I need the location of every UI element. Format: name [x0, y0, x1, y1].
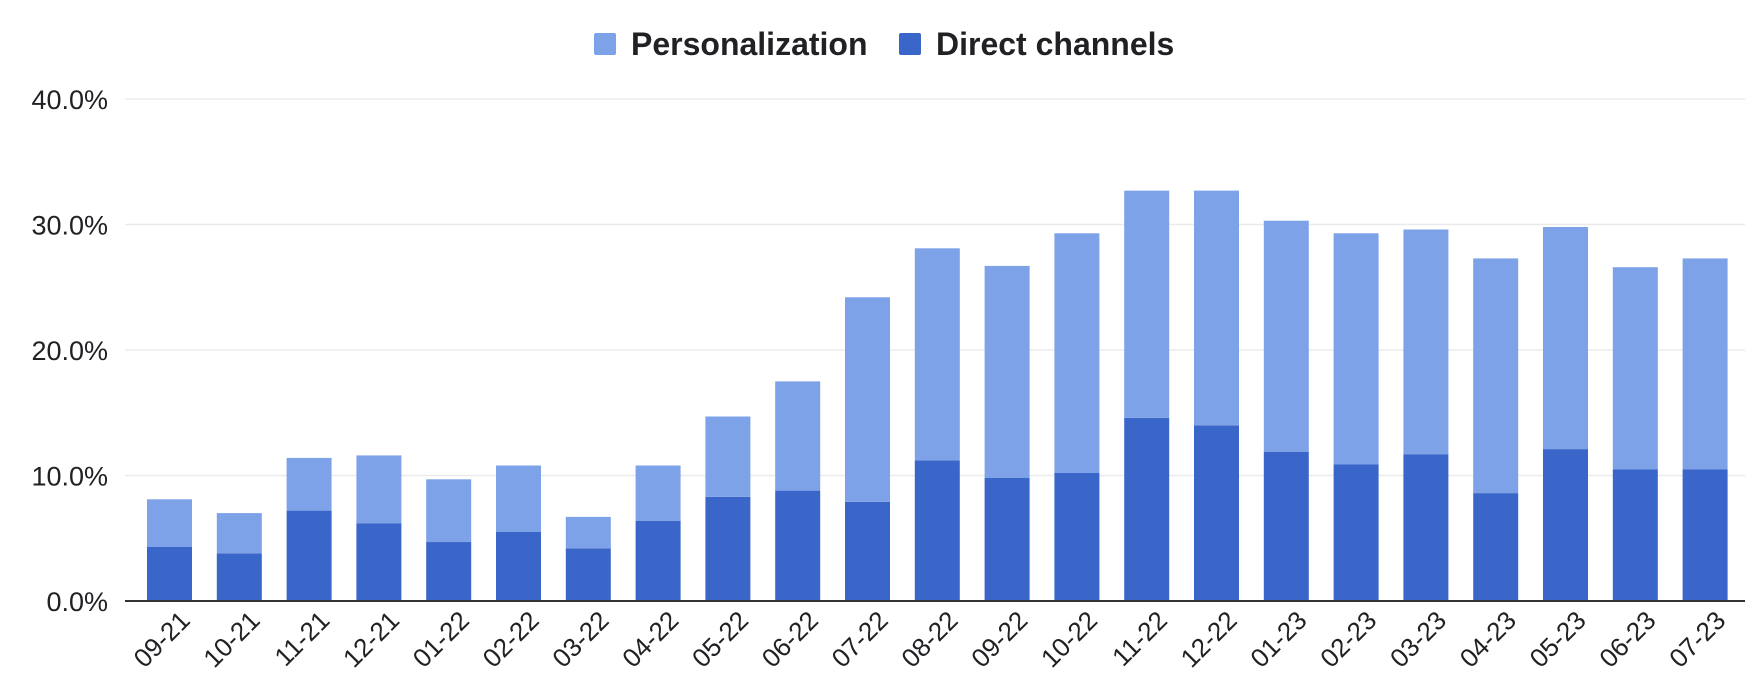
bar-personalization	[705, 416, 751, 497]
legend: Personalization Direct channels	[594, 26, 1174, 62]
bar-personalization	[216, 513, 262, 554]
legend-label-direct-channels: Direct channels	[936, 26, 1174, 62]
bar-personalization	[845, 297, 890, 502]
bar-direct-channels	[356, 523, 402, 601]
bar-direct-channels	[565, 548, 611, 601]
bar-personalization	[1612, 267, 1658, 470]
bar-direct-channels	[1473, 493, 1519, 601]
x-tick-label: 11-22	[1106, 605, 1173, 672]
y-tick-label: 30.0%	[31, 211, 108, 241]
x-tick-label: 10-22	[1035, 605, 1103, 673]
x-tick-label: 09-21	[128, 605, 196, 673]
x-tick-label: 05-22	[686, 605, 754, 673]
bar-direct-channels	[705, 496, 751, 601]
bar-direct-channels	[635, 520, 681, 601]
x-axis-ticks: 09-21 10-21 11-21 12-21 01-22 02-22 03-22 04-22…	[128, 605, 1732, 673]
bar-personalization	[1124, 190, 1170, 418]
bar-direct-channels	[1403, 454, 1449, 601]
bar-direct-channels	[984, 478, 1030, 601]
x-tick-label: 06-23	[1593, 605, 1661, 673]
y-tick-label: 40.0%	[31, 85, 108, 115]
x-tick-label: 01-23	[1244, 605, 1312, 673]
bar-personalization	[775, 381, 821, 491]
x-tick-label: 04-23	[1454, 605, 1522, 673]
bar-direct-channels	[216, 553, 262, 601]
bar-direct-channels	[1263, 451, 1309, 601]
legend-label-personalization: Personalization	[631, 26, 868, 62]
bar-direct-channels	[1333, 464, 1379, 601]
x-tick-label: 03-23	[1384, 605, 1452, 673]
bar-direct-channels	[845, 501, 890, 601]
bar-personalization	[356, 455, 402, 524]
bar-direct-channels	[1682, 469, 1728, 601]
bar-personalization	[1194, 190, 1239, 426]
y-axis-ticks: 0.0% 10.0% 20.0% 30.0% 40.0%	[31, 85, 108, 617]
x-tick-label: 05-23	[1524, 605, 1592, 673]
x-tick-label: 06-22	[756, 605, 824, 673]
y-tick-label: 20.0%	[31, 336, 108, 366]
bar-personalization	[1333, 233, 1379, 465]
bar-personalization	[496, 465, 541, 532]
bar-personalization	[1263, 220, 1309, 452]
x-tick-label: 04-22	[616, 605, 684, 673]
bar-direct-channels	[775, 490, 821, 601]
x-tick-label: 11-21	[268, 605, 335, 672]
bar-direct-channels	[496, 532, 541, 601]
x-tick-label: 07-23	[1663, 605, 1731, 673]
bar-direct-channels	[1054, 473, 1100, 601]
x-tick-label: 10-21	[197, 605, 265, 673]
bar-personalization	[1473, 258, 1519, 494]
legend-swatch-direct-channels	[899, 33, 921, 55]
bar-personalization	[286, 457, 332, 511]
bar-personalization	[426, 479, 472, 543]
bar-personalization	[1054, 233, 1100, 473]
y-tick-label: 10.0%	[31, 462, 108, 492]
x-tick-label: 12-22	[1175, 605, 1243, 673]
bar-direct-channels	[286, 510, 332, 601]
bar-direct-channels	[426, 542, 472, 601]
bar-direct-channels	[1612, 469, 1658, 601]
x-tick-label: 01-22	[407, 605, 475, 673]
bar-personalization	[1682, 258, 1728, 470]
bar-direct-channels	[1124, 417, 1170, 601]
bar-direct-channels	[1543, 449, 1588, 601]
x-tick-label: 03-22	[546, 605, 614, 673]
bar-personalization	[1543, 227, 1588, 450]
y-tick-label: 0.0%	[46, 587, 108, 617]
bar-personalization	[147, 499, 192, 547]
x-tick-label: 02-22	[477, 605, 545, 673]
bar-personalization	[984, 265, 1030, 478]
bar-personalization	[1403, 229, 1449, 455]
x-tick-label: 07-22	[826, 605, 894, 673]
x-tick-label: 08-22	[895, 605, 963, 673]
bar-personalization	[635, 465, 681, 521]
x-tick-label: 12-21	[337, 605, 405, 673]
bar-direct-channels	[1194, 425, 1239, 601]
legend-swatch-personalization	[594, 33, 616, 55]
bar-direct-channels	[914, 460, 960, 601]
x-tick-label: 09-22	[965, 605, 1033, 673]
bar-personalization	[565, 516, 611, 549]
bar-direct-channels	[147, 547, 192, 601]
bars	[147, 190, 1728, 601]
bar-personalization	[914, 248, 960, 461]
x-tick-label: 02-23	[1314, 605, 1382, 673]
